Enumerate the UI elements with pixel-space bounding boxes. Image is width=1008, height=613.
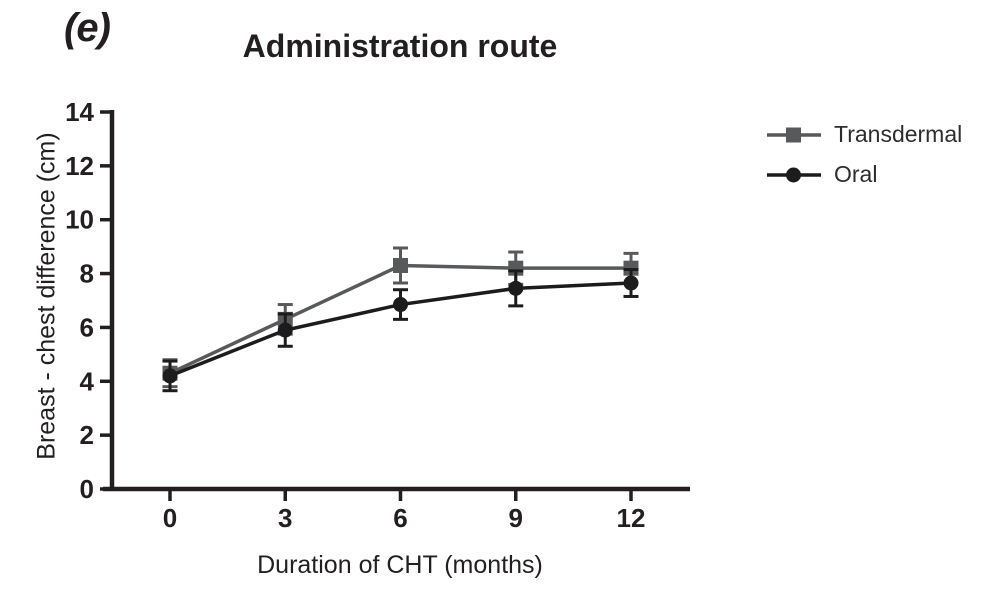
y-tick-label: 14 bbox=[65, 97, 94, 127]
legend: Transdermal Oral bbox=[766, 121, 962, 188]
y-tick-label: 12 bbox=[65, 151, 94, 181]
legend-row-oral: Oral bbox=[766, 161, 962, 188]
chart-title: Administration route bbox=[242, 28, 558, 64]
y-tick-label: 0 bbox=[80, 474, 94, 504]
y-tick-label: 8 bbox=[80, 259, 94, 289]
axes: 0 2 4 6 8 10 12 14 0 3 6 9 12 bbox=[65, 97, 690, 533]
x-axis-label: Duration of CHT (months) bbox=[257, 551, 543, 579]
circle-marker bbox=[162, 368, 178, 384]
transdermal-square-marker-icon bbox=[767, 127, 821, 142]
legend-row-transdermal: Transdermal bbox=[766, 121, 962, 148]
y-tick-label: 6 bbox=[80, 312, 94, 342]
panel-label: (e) bbox=[64, 6, 111, 50]
legend-label-transdermal: Transdermal bbox=[834, 121, 963, 147]
square-marker bbox=[393, 257, 408, 273]
legend-label-oral: Oral bbox=[834, 161, 878, 187]
series-oral bbox=[162, 268, 639, 393]
circle-marker bbox=[623, 275, 639, 291]
oral-circle-marker-icon bbox=[767, 167, 821, 182]
y-tick-label: 10 bbox=[65, 205, 94, 235]
x-tick-label: 6 bbox=[393, 503, 407, 533]
x-tick-label: 0 bbox=[163, 503, 177, 533]
y-tick-label: 4 bbox=[80, 366, 95, 396]
data-series bbox=[162, 246, 639, 393]
circle-marker bbox=[508, 280, 524, 296]
circle-marker bbox=[277, 322, 293, 338]
x-tick-label: 12 bbox=[617, 503, 646, 533]
circle-marker bbox=[393, 297, 408, 313]
x-tick-label: 9 bbox=[509, 503, 523, 533]
y-tick-label: 2 bbox=[80, 420, 94, 450]
x-tick-label: 3 bbox=[278, 503, 292, 533]
